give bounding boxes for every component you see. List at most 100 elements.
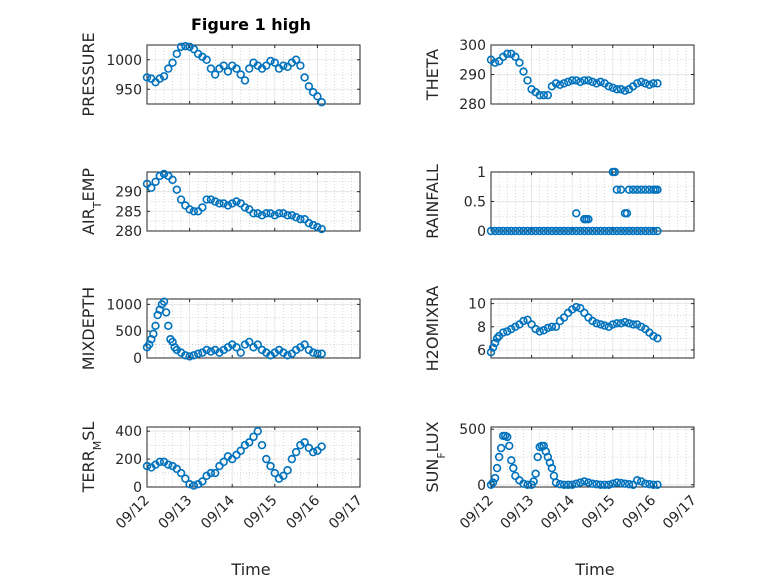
data-point [588,226,597,236]
data-point [584,76,593,85]
y-tick-label: 0 [133,480,142,496]
data-point [291,447,301,457]
data-point [653,185,662,194]
y-axis-label-part: LUX [423,421,442,452]
data-point [649,331,658,341]
data-point [155,171,164,181]
data-point [486,348,496,357]
data-point [232,450,241,460]
data-point [189,351,199,360]
data-point [215,199,224,208]
data-point [159,297,169,306]
data-point [505,441,514,451]
data-point [645,80,654,90]
y-tick-label: 500 [459,422,486,438]
data-point [185,480,194,489]
data-point [210,70,220,79]
data-point [161,308,171,317]
data-point [159,72,169,81]
data-point [649,79,658,88]
data-series [486,431,662,489]
data-point [232,197,241,206]
data-point [223,67,233,76]
data-point [628,320,638,329]
y-axis-label: SUNFLUX [423,421,448,492]
data-point [535,327,544,336]
data-point [576,478,585,487]
data-point [296,215,305,224]
data-point [189,44,199,54]
data-point [529,477,538,486]
data-point [308,447,318,457]
data-point [291,213,301,222]
data-point [515,58,524,67]
data-point [503,327,512,336]
data-point [291,55,301,64]
data-point [164,460,173,469]
data-point [270,468,279,478]
data-point [490,226,500,236]
data-point [279,471,288,481]
data-point [206,347,216,356]
data-point [300,73,309,82]
data-point [147,183,156,192]
data-point [584,215,593,224]
data-point [600,226,609,236]
y-tick-label: 200 [115,452,142,468]
data-point [274,209,284,218]
data-point [168,175,177,185]
data-point [202,345,211,355]
data-point [511,226,520,236]
data-point [580,226,589,236]
data-point [317,442,326,451]
data-point [592,226,601,236]
y-axis-label-part: RAINFALL [423,164,442,239]
data-point [498,328,508,337]
data-point [266,56,275,66]
data-point [149,329,158,339]
data-point [637,322,646,331]
data-point [588,479,597,488]
data-point [181,474,190,483]
data-point [632,476,642,485]
data-point [511,322,520,331]
data-point [206,64,216,73]
data-point [523,315,532,325]
y-axis-label-part: THETA [423,49,442,101]
data-point [159,169,169,179]
data-point [592,319,601,328]
data-point [488,343,498,352]
data-point [604,226,613,236]
data-point [287,454,297,464]
data-point [507,456,516,465]
data-point [551,79,561,88]
data-point [164,64,173,73]
y-tick-label: 1000 [106,53,142,69]
y-axis-label-part: MIXDEPTH [79,287,98,370]
data-series [142,297,326,361]
data-point [604,480,613,489]
data-point [219,199,228,208]
data-point [219,61,228,70]
data-point [279,209,288,218]
data-point [653,79,662,88]
data-point [531,324,540,334]
data-point [519,226,528,236]
data-point [503,432,512,442]
data-point [543,226,553,236]
data-point [181,41,190,51]
data-point [486,480,496,489]
data-point [151,321,160,331]
y-axis-label: PRESSURE [79,32,98,116]
y-tick-label: 8 [477,320,486,336]
data-point [555,80,565,90]
data-point [572,226,581,236]
data-point [547,463,557,473]
data-point [543,90,553,100]
data-point [576,226,585,236]
data-point [176,195,186,204]
data-point [262,454,271,464]
data-point [253,426,262,436]
x-axis-label-left: Time [230,560,270,579]
